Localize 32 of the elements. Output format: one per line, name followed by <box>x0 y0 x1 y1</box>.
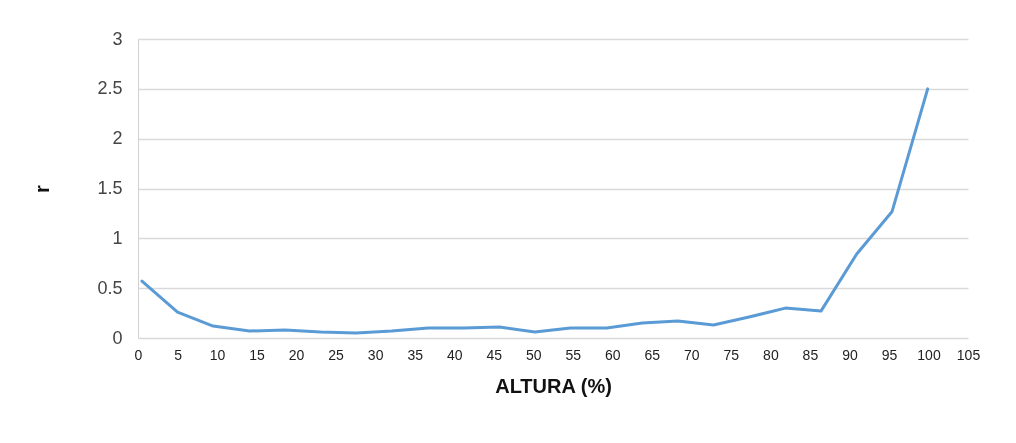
line-series <box>140 87 930 335</box>
x-tick-label: 55 <box>565 346 582 363</box>
x-tick-label: 60 <box>605 346 621 363</box>
y-tick-label: 1 <box>112 227 123 248</box>
x-tick-label: 35 <box>407 346 424 363</box>
y-axis-title: r <box>31 184 54 193</box>
x-tick-label: 65 <box>644 346 661 363</box>
x-tick-label: 40 <box>446 346 463 363</box>
x-tick-label: 80 <box>763 346 779 363</box>
x-tick-label: 95 <box>881 346 898 363</box>
x-tick-label: 20 <box>288 346 305 363</box>
x-tick-label: 100 <box>917 346 941 363</box>
x-tick-label: 0 <box>134 346 143 363</box>
x-tick-label: 5 <box>174 346 183 363</box>
x-tick-label: 85 <box>802 346 819 363</box>
y-tick-label: 1.5 <box>97 178 123 198</box>
y-tick-label: 0 <box>112 327 123 348</box>
y-tick-label: 2.5 <box>97 78 123 99</box>
x-tick-label: 50 <box>525 346 542 363</box>
x-axis-title: ALTURA (%) <box>495 374 612 397</box>
x-tick-label: 70 <box>684 346 700 363</box>
x-tick-label: 105 <box>956 346 981 363</box>
x-tick-label: 10 <box>209 346 226 363</box>
y-tick-label: 3 <box>112 28 123 49</box>
x-tick-label: 30 <box>367 346 384 363</box>
x-tick-label: 25 <box>328 346 345 363</box>
x-tick-label: 90 <box>842 346 858 363</box>
x-tick-label: 15 <box>249 346 266 363</box>
x-tick-label: 45 <box>486 346 503 363</box>
x-tick-label: 75 <box>723 346 740 363</box>
y-tick-label: 2 <box>112 128 123 149</box>
y-tick-label: 0.5 <box>97 277 123 298</box>
